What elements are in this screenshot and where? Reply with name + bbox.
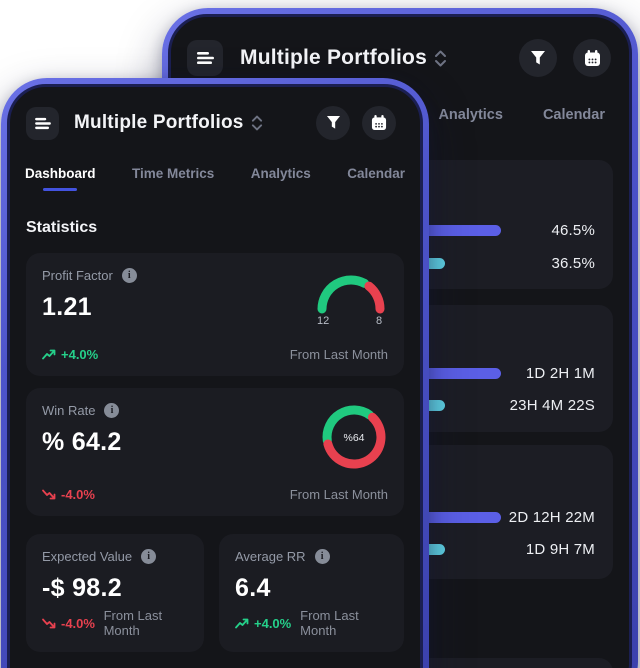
footnote: From Last Month	[289, 347, 388, 362]
tab-calendar[interactable]: Calendar	[347, 166, 405, 181]
menu-button[interactable]	[26, 106, 59, 140]
calendar-icon	[584, 49, 600, 66]
menu-button[interactable]	[187, 40, 223, 76]
page-title: Multiple Portfolios	[240, 46, 427, 69]
profit-factor-gauge: 12 8	[314, 271, 388, 327]
unfold-chevron-icon	[251, 115, 262, 131]
front-phone: Multiple Portfolios	[1, 78, 429, 668]
calendar-button[interactable]	[362, 106, 396, 140]
footnote: From Last Month	[300, 608, 359, 638]
front-phone-screen: Multiple Portfolios	[7, 84, 423, 668]
calendar-button[interactable]	[573, 39, 611, 77]
bar-value: 36.5%	[551, 255, 595, 272]
portfolio-selector[interactable]: Multiple Portfolios	[240, 46, 447, 70]
header-actions	[519, 39, 611, 77]
footnote: From Last Month	[103, 608, 163, 638]
bar-value: 23H 4M 22S	[509, 397, 595, 414]
change-up: +4.0%	[42, 347, 98, 362]
card-label: Win Rate	[42, 403, 96, 418]
header-actions	[316, 106, 396, 140]
bar-value: 46.5%	[551, 222, 595, 239]
win-rate-donut: %64	[320, 403, 388, 471]
filter-button[interactable]	[316, 106, 350, 140]
change-down: -4.0%	[42, 616, 95, 631]
card-value: 1.21	[42, 293, 92, 321]
section-title: Statistics	[26, 219, 98, 236]
card-label: Expected Value	[42, 549, 133, 564]
portfolio-selector[interactable]: Multiple Portfolios	[74, 112, 263, 134]
card-label: Profit Factor	[42, 268, 113, 283]
card-label: Average RR	[235, 549, 306, 564]
front-header: Multiple Portfolios	[26, 106, 396, 140]
funnel-icon	[326, 116, 340, 129]
info-icon[interactable]	[121, 268, 137, 283]
unfold-chevron-icon	[434, 50, 446, 66]
bar-value: 1D 2H 1M	[525, 365, 595, 382]
svg-text:8: 8	[376, 315, 382, 327]
page-title: Multiple Portfolios	[74, 112, 244, 133]
expected-value-card: Expected Value -$ 98.2 -4.0%	[26, 534, 204, 652]
bar-value: 2D 12H 22M	[508, 509, 595, 526]
card-value: 6.4	[235, 574, 271, 602]
funnel-icon	[531, 50, 545, 64]
hamburger-icon	[34, 117, 51, 129]
info-icon[interactable]	[141, 549, 157, 564]
svg-text:%64: %64	[343, 432, 364, 444]
change-down: -4.0%	[42, 487, 95, 502]
tab-dashboard[interactable]: Dashboard	[25, 166, 96, 191]
tab-time-metrics[interactable]: Time Metrics	[131, 166, 215, 181]
front-tabs: Dashboard Time Metrics Analytics Calenda…	[25, 166, 405, 191]
calendar-icon	[371, 115, 387, 131]
bar-value: 1D 9H 7M	[525, 541, 595, 558]
trend-up-icon	[235, 618, 249, 628]
trend-down-icon	[42, 489, 56, 500]
win-rate-card: Win Rate % 64.2 -4.0% From Last Month	[26, 388, 404, 516]
trend-down-icon	[42, 618, 56, 628]
change-up: +4.0%	[235, 616, 291, 631]
average-rr-card: Average RR 6.4 +4.0% From	[219, 534, 404, 652]
card-value: -$ 98.2	[42, 574, 122, 602]
info-icon[interactable]	[104, 403, 120, 418]
svg-text:12: 12	[317, 315, 329, 327]
info-icon[interactable]	[314, 549, 330, 564]
small-cards-row: Expected Value -$ 98.2 -4.0%	[26, 534, 404, 652]
tab-calendar[interactable]: Calendar	[542, 107, 605, 123]
footnote: From Last Month	[289, 487, 388, 502]
tab-analytics[interactable]: Analytics	[438, 107, 503, 123]
profit-factor-card: Profit Factor 1.21 +4.0% From Last Month	[26, 253, 404, 376]
tab-analytics[interactable]: Analytics	[250, 166, 311, 181]
hamburger-icon	[196, 52, 214, 64]
filter-button[interactable]	[519, 39, 557, 77]
active-tab-underline	[43, 188, 78, 191]
card-value: % 64.2	[42, 428, 122, 456]
trend-up-icon	[42, 349, 56, 360]
back-header: Multiple Portfolios	[187, 39, 611, 77]
